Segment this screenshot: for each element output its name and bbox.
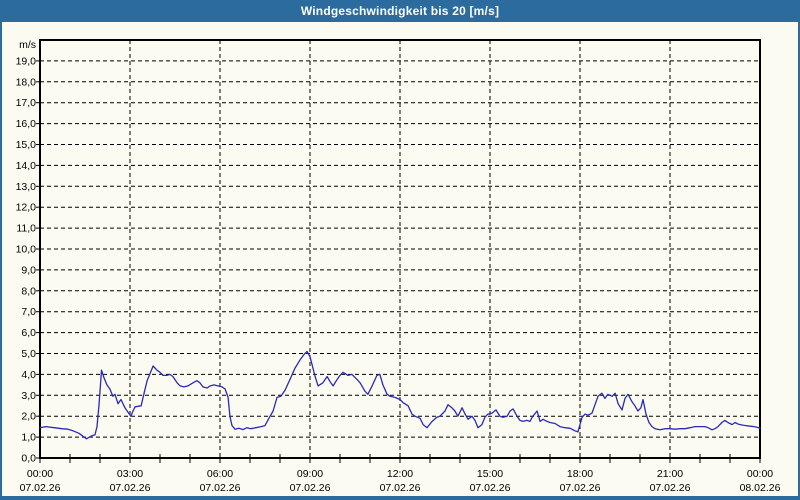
x-time-label: 15:00 [477, 468, 503, 480]
x-date-label: 07.02.26 [560, 482, 601, 494]
x-date-label: 07.02.26 [650, 482, 691, 494]
axis-tick-label: 7,0 [21, 306, 36, 318]
axis-tick-label: 8,0 [21, 285, 36, 297]
axis-tick-label: 0,0 [21, 453, 36, 465]
axis-tick-label: 19,0 [16, 55, 37, 67]
axis-tick-label: 16,0 [16, 118, 37, 130]
x-date-label: 07.02.26 [290, 482, 331, 494]
x-time-label: 03:00 [117, 468, 143, 480]
x-date-label: 07.02.26 [110, 482, 151, 494]
x-time-label: 21:00 [657, 468, 683, 480]
window-border-left [0, 22, 2, 500]
x-date-label: 07.02.26 [380, 482, 421, 494]
x-date-label: 07.02.26 [470, 482, 511, 494]
axis-tick-label: 4,0 [21, 369, 36, 381]
wind-speed-chart: 0,0 1,0 2,0 3,0 4,0 5,0 6,0 7,0 8,0 9,0 10,0 11,0 12… [0, 0, 800, 500]
x-date-label: 07.02.26 [200, 482, 241, 494]
axis-tick-label: 5,0 [21, 348, 36, 360]
x-time-label: 18:00 [567, 468, 593, 480]
axis-tick-label: 12,0 [16, 202, 37, 214]
axis-tick-label: 1,0 [21, 432, 36, 444]
x-time-label: 00:00 [747, 468, 773, 480]
x-date-label: 07.02.26 [20, 482, 61, 494]
axis-tick-label: 3,0 [21, 390, 36, 402]
x-time-label: 09:00 [297, 468, 323, 480]
window-border-bottom [0, 496, 800, 500]
x-time-label: 12:00 [387, 468, 413, 480]
x-time-label: 00:00 [27, 468, 53, 480]
axis-tick-label: 13,0 [16, 181, 37, 193]
axis-tick-label: 14,0 [16, 160, 37, 172]
axis-tick-label: 11,0 [16, 223, 36, 235]
y-axis-unit-label: m/s [19, 39, 36, 51]
axis-tick-label: 6,0 [21, 327, 36, 339]
axis-tick-label: 10,0 [16, 244, 37, 256]
x-time-label: 06:00 [207, 468, 233, 480]
axis-tick-label: 2,0 [21, 411, 36, 423]
x-date-label: 08.02.26 [740, 482, 781, 494]
axis-tick-label: 18,0 [16, 76, 37, 88]
axis-tick-label: 9,0 [21, 264, 36, 276]
axis-tick-label: 17,0 [16, 97, 37, 109]
axis-tick-label: 15,0 [16, 139, 37, 151]
